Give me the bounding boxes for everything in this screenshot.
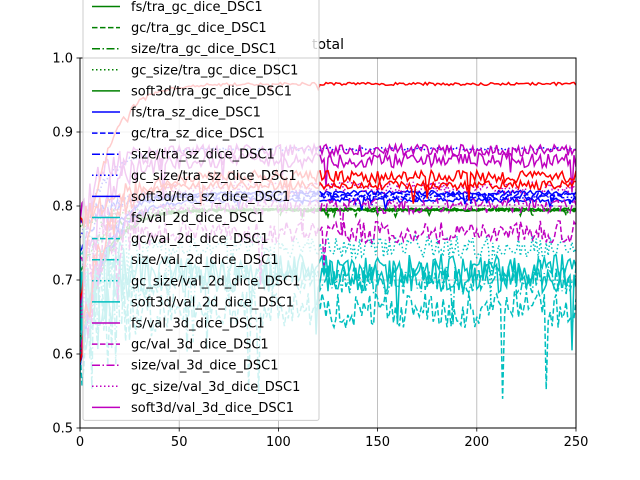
legend-label: gc_size/val_3d_dice_DSC1 [131, 380, 300, 395]
legend-label: gc_size/tra_gc_dice_DSC1 [131, 63, 298, 78]
series-line [80, 208, 576, 273]
y-tick-label: 0.9 [52, 126, 73, 141]
axes-frame [79, 57, 577, 429]
legend-label: fs/tra_gc_dice_DSC1 [131, 0, 263, 15]
x-tick-label: 250 [564, 435, 589, 450]
x-tick-label: 200 [464, 435, 489, 450]
tick-group: 0 50 100 150 200 250 0.5 0.6 0.7 0.8 0.9 1.0 [52, 52, 588, 451]
y-tick-label: 0.6 [52, 348, 73, 363]
legend-label: gc/tra_sz_dice_DSC1 [131, 127, 265, 142]
legend-label: gc/val_2d_dice_DSC1 [131, 232, 269, 247]
chart-title: total [312, 37, 344, 53]
legend-label: gc_size/val_2d_dice_DSC1 [131, 274, 300, 289]
legend-label: soft3d/tra_sz_dice_DSC1 [131, 190, 290, 205]
legend-label: fs/val_2d_dice_DSC1 [131, 211, 265, 226]
legend: fs/tra_gc_dice_DSC1 gc/tra_gc_dice_DSC1si… [82, 0, 320, 421]
legend-label: size/val_3d_dice_DSC1 [131, 359, 279, 374]
legend-label: fs/val_3d_dice_DSC1 [131, 317, 265, 332]
series-line [80, 254, 576, 390]
x-tick-label: 0 [76, 435, 84, 450]
legend-label: size/tra_sz_dice_DSC1 [131, 148, 275, 163]
x-tick-label: 50 [171, 435, 188, 450]
legend-label: soft3d/val_3d_dice_DSC1 [131, 401, 294, 416]
legend-box [82, 0, 320, 421]
y-tick-label: 0.7 [52, 274, 73, 289]
legend-label: size/tra_gc_dice_DSC1 [131, 42, 277, 57]
legend-label: gc/val_3d_dice_DSC1 [131, 338, 269, 353]
x-tick-label: 100 [266, 435, 291, 450]
legend-label: fs/tra_sz_dice_DSC1 [131, 106, 261, 121]
x-tick-label: 150 [365, 435, 390, 450]
legend-label: soft3d/val_2d_dice_DSC1 [131, 295, 294, 310]
y-tick-label: 0.5 [52, 422, 73, 437]
legend-label: gc_size/tra_sz_dice_DSC1 [131, 169, 297, 184]
y-tick-label: 0.8 [52, 200, 73, 215]
legend-label: gc/tra_gc_dice_DSC1 [131, 21, 267, 36]
legend-label: soft3d/tra_gc_dice_DSC1 [131, 84, 292, 99]
y-tick-label: 1.0 [52, 52, 73, 67]
legend-label: size/val_2d_dice_DSC1 [131, 253, 279, 268]
